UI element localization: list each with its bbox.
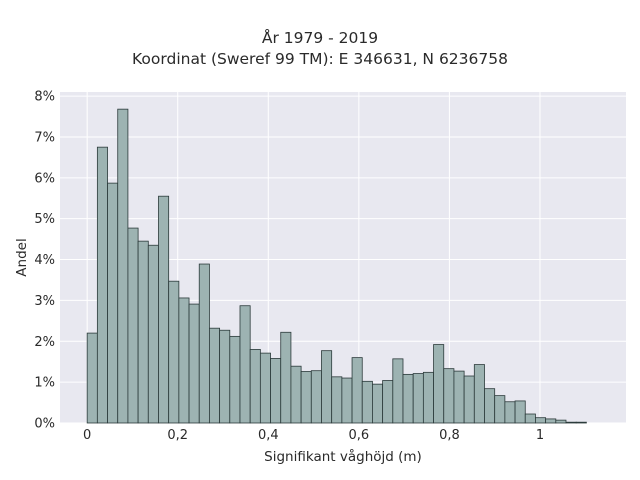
histogram-bar [321,350,333,424]
chart-title: År 1979 - 2019 [261,29,379,47]
histogram-bar [382,380,394,424]
histogram-bars [86,108,587,424]
histogram-bar [137,240,149,424]
histogram-bar [331,376,343,424]
histogram-bar [96,146,108,424]
histogram-bar [198,263,210,424]
histogram-bar [372,383,384,424]
y-tick-label: 0% [34,417,55,432]
histogram-bar [127,227,139,424]
histogram-bar [412,373,424,424]
grid-lines [60,92,626,424]
histogram-bar [219,329,231,424]
histogram-bar [453,370,465,424]
histogram-bar [443,368,455,424]
chart-subtitle: Koordinat (Sweref 99 TM): E 346631, N 62… [132,50,508,68]
histogram-bar [555,419,567,424]
histogram-bar [168,280,180,424]
y-tick-label: 4% [34,253,55,268]
histogram-bar [280,331,292,424]
histogram-bar [545,418,557,424]
histogram-bar [392,358,404,424]
y-axis-label: Andel [14,238,30,276]
histogram-bar [473,364,485,424]
histogram-bar [229,335,241,424]
histogram-bar [300,371,312,424]
x-axis-label: Signifikant våghöjd (m) [264,448,422,465]
x-axis-ticks: 0 0,2 0,4 0,6 0,8 1 [83,428,544,443]
histogram-bar [463,375,475,424]
histogram-bar [209,327,221,424]
y-tick-label: 6% [34,171,55,186]
y-tick-label: 7% [34,130,55,145]
histogram-bar [158,195,170,424]
histogram-bar [107,182,119,424]
histogram-bar [117,108,129,424]
histogram-bar [259,352,271,424]
histogram-bar [270,358,282,424]
histogram-bar [575,421,587,424]
histogram-bar [433,344,445,424]
histogram-bar [147,244,159,424]
histogram-bar [239,305,251,424]
y-axis-ticks: 0% 1% 2% 3% 4% 5% 6% 7% 8% [34,90,55,432]
histogram-bar [514,400,526,424]
y-tick-label: 1% [34,376,55,391]
x-tick-label: 0 [83,428,91,443]
histogram-bar [86,332,98,424]
histogram-bar [484,388,496,424]
histogram-bar [351,357,363,424]
histogram-bar [361,380,373,424]
histogram-bar [524,413,536,424]
histogram-bar [310,370,322,424]
histogram-bar [290,365,302,424]
histogram-bar [402,373,414,424]
y-tick-label: 8% [34,90,55,105]
histogram-bar [565,421,577,424]
x-tick-label: 1 [536,428,544,443]
histogram-bar [535,417,547,424]
histogram-bar [341,377,353,424]
x-tick-label: 0,6 [349,428,370,443]
x-tick-label: 0,2 [167,428,188,443]
y-tick-label: 2% [34,335,55,350]
y-tick-label: 5% [34,212,55,227]
chart-title-block: År 1979 - 2019 Koordinat (Sweref 99 TM):… [0,28,640,70]
x-tick-label: 0,4 [258,428,279,443]
histogram-bar [249,349,261,424]
histogram-bar [178,297,190,424]
histogram-bar [504,401,516,424]
histogram-bar [494,395,506,424]
histogram-bar [422,371,434,424]
y-tick-label: 3% [34,294,55,309]
histogram-bar [188,303,200,424]
x-tick-label: 0,8 [439,428,460,443]
